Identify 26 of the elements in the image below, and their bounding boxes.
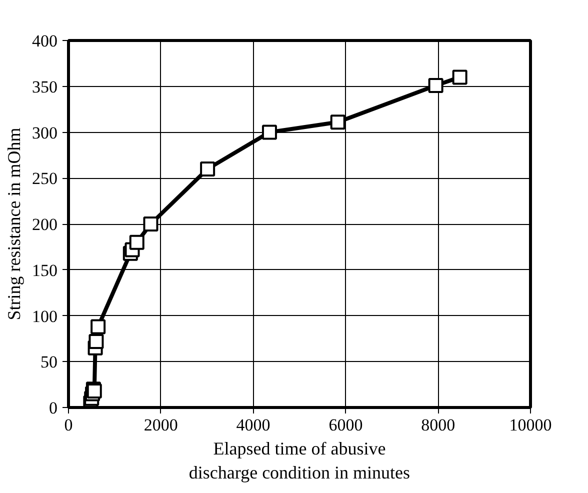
point [200, 161, 216, 176]
x-tick-label: 2000 [144, 416, 178, 434]
x-tick-label: 8000 [421, 416, 456, 434]
x-tick-label: 4000 [236, 416, 270, 434]
y-tick-label: 150 [32, 260, 58, 280]
point [129, 234, 144, 250]
x-tick-label: 10000 [509, 416, 552, 434]
y-tick-label: 350 [32, 77, 58, 96]
y-tick-label: 400 [32, 32, 58, 50]
point [88, 334, 104, 349]
point [428, 78, 444, 93]
y-tick-label: 0 [49, 398, 58, 418]
x-axis-title: Elapsed time of abusive discharge condition in minutes [188, 438, 410, 482]
y-tick-label: 200 [32, 215, 58, 234]
y-axis-title: String resistance in mOhm [4, 128, 24, 320]
point [143, 216, 158, 232]
point [452, 70, 468, 85]
y-tick-label: 300 [32, 123, 58, 142]
y-tick-label: 250 [32, 169, 58, 188]
point [262, 124, 277, 140]
y-tick-label: 50 [40, 352, 58, 372]
x-tick-label: 6000 [328, 416, 363, 434]
point [330, 114, 346, 130]
x-tick-label: 0 [64, 416, 73, 434]
point [90, 319, 106, 334]
y-tick-label: 100 [32, 306, 58, 326]
